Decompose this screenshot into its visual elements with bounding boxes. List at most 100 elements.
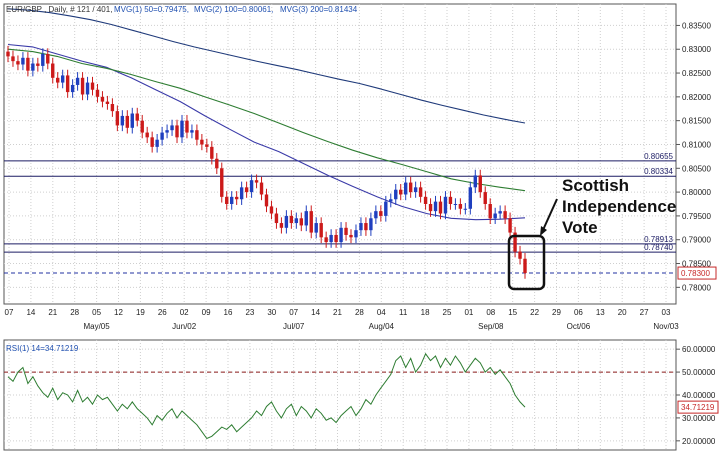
candle-body [51, 63, 55, 78]
x-tick-label: 25 [443, 308, 452, 317]
rsi-y-tick-label: 30.00000 [682, 414, 716, 423]
rsi-y-tick-label: 60.00000 [682, 345, 716, 354]
x-tick-label: 28 [70, 308, 79, 317]
candle-body [463, 208, 468, 210]
candle-body [254, 180, 259, 183]
x-tick-label: 02 [180, 308, 189, 317]
candle-body [493, 213, 497, 219]
candle-body [503, 211, 507, 219]
candle-body [215, 158, 219, 169]
rsi-y-tick-label: 50.00000 [682, 368, 716, 377]
month-label: Aug/04 [369, 322, 395, 331]
x-tick-label: 16 [224, 308, 233, 317]
candle-body [65, 75, 70, 93]
candle-body [180, 120, 184, 138]
candle-body [458, 204, 463, 209]
candle-body [309, 211, 313, 233]
candle-body [244, 187, 249, 193]
rsi-y-tick-label: 20.00000 [682, 437, 716, 446]
candle-body [304, 211, 308, 226]
x-tick-label: 14 [311, 308, 320, 317]
candle-body [21, 57, 25, 65]
x-tick-label: 23 [245, 308, 254, 317]
candle-body [120, 115, 125, 126]
month-label: Jun/02 [172, 322, 197, 331]
rsi-current-box [677, 400, 719, 414]
highlight-box [507, 234, 546, 291]
candle-body [210, 146, 214, 159]
candle-body [115, 111, 120, 126]
candle-body [165, 130, 169, 133]
candle-body [289, 215, 294, 224]
month-label: Oct/06 [567, 322, 591, 331]
level-label: 0.78740 [644, 243, 673, 252]
candle-body [264, 194, 269, 207]
level-label: 0.80334 [644, 167, 673, 176]
candle-body [6, 51, 10, 57]
candle-body [125, 115, 130, 128]
x-tick-label: 03 [662, 308, 671, 317]
candle-body [100, 96, 105, 102]
annotation-line-3: Vote [562, 218, 598, 237]
candle-body [46, 54, 50, 64]
candle-body [170, 125, 174, 131]
month-label: Sep/08 [478, 322, 504, 331]
candle-body [468, 187, 473, 209]
candle-body [60, 75, 65, 83]
candle-body [26, 57, 30, 71]
x-tick-label: 28 [355, 308, 364, 317]
candle-body [448, 196, 453, 204]
candle-body [190, 130, 194, 133]
y-tick-label: 0.82500 [682, 69, 711, 78]
x-tick-label: 14 [26, 308, 35, 317]
mvg2-line [7, 48, 526, 192]
candle-body [438, 201, 443, 214]
candle-body [488, 204, 492, 219]
rsi-line [7, 352, 526, 440]
mvg3-line [7, 8, 526, 124]
annotation-line-1: Scottish [562, 176, 629, 195]
candle-body [513, 232, 517, 252]
candle-body [339, 227, 343, 243]
candle-body [478, 175, 482, 193]
candle-body [428, 204, 433, 212]
y-tick-label: 0.78000 [682, 283, 711, 292]
x-tick-label: 05 [92, 308, 101, 317]
candle-body [433, 201, 438, 212]
candle-body [403, 182, 408, 195]
candle-body [105, 101, 110, 104]
candle-body [498, 211, 502, 214]
level-label: 0.80655 [644, 152, 673, 161]
candle-body [384, 201, 388, 216]
candle-body [130, 113, 134, 128]
candle-body [205, 144, 209, 147]
candle-body [239, 187, 244, 200]
candle-body [354, 230, 358, 238]
candle-body [269, 206, 274, 214]
mvg1-line [7, 43, 526, 221]
candle-body [394, 189, 398, 200]
candle-body [274, 213, 279, 224]
candle-body [324, 237, 328, 243]
candle-body [140, 120, 144, 133]
candle-body [175, 125, 179, 138]
candle-body [413, 187, 418, 193]
y-tick-label: 0.79000 [682, 236, 711, 245]
candle-body [225, 196, 229, 204]
month-label: Jul/07 [283, 322, 305, 331]
candle-body [399, 189, 403, 195]
candle-body [200, 139, 204, 145]
candle-body [523, 258, 527, 274]
candle-body [16, 61, 20, 65]
y-tick-label: 0.83500 [682, 21, 711, 30]
current-price-box [677, 266, 717, 280]
candle-body [135, 113, 139, 121]
candle-body [344, 227, 348, 235]
candle-body [453, 204, 458, 205]
candle-body [374, 211, 378, 219]
x-tick-label: 09 [202, 308, 211, 317]
candle-body [95, 89, 100, 97]
header-symbol: EUR/GBP , Daily, # 121 / 401, [6, 5, 112, 14]
x-tick-label: 07 [289, 308, 298, 317]
candle-body [145, 132, 149, 138]
